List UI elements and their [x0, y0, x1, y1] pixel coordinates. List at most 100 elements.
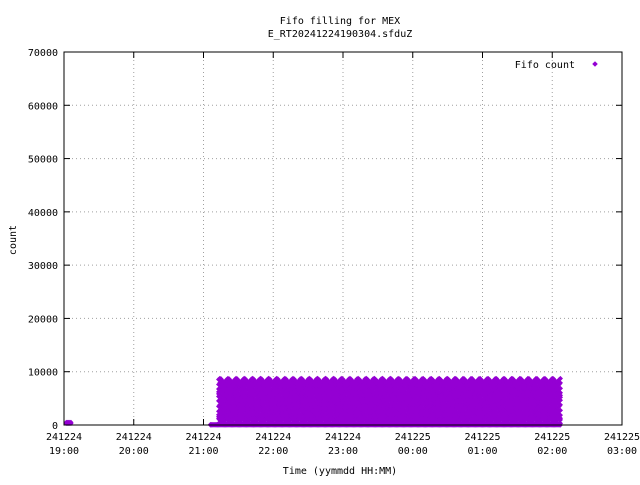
- data-point: [495, 377, 501, 383]
- data-point: [499, 382, 505, 388]
- data-point: [279, 378, 286, 384]
- data-point: [412, 412, 418, 418]
- data-point: [232, 381, 238, 387]
- x-tick-time: 03:00: [607, 446, 637, 457]
- data-point: [402, 404, 408, 410]
- y-tick-label: 70000: [28, 48, 58, 59]
- data-point: [533, 407, 539, 414]
- legend-label: Fifo count: [515, 60, 575, 71]
- data-point: [483, 404, 489, 410]
- data-point: [498, 378, 504, 384]
- y-tick-label: 60000: [28, 101, 58, 112]
- data-point: [217, 385, 223, 391]
- data-point: [314, 407, 321, 413]
- data-point: [442, 404, 448, 410]
- chart-subtitle: E_RT20241224190304.sfduZ: [268, 29, 413, 40]
- data-point: [252, 393, 258, 399]
- data-point: [329, 403, 336, 409]
- data-point: [547, 378, 553, 384]
- data-point: [448, 418, 454, 424]
- data-point: [391, 418, 397, 424]
- data-point: [557, 407, 563, 413]
- data-point: [527, 377, 533, 383]
- data-point: [302, 418, 308, 424]
- data-point: [515, 382, 522, 388]
- data-point: [541, 407, 547, 414]
- data-point: [379, 385, 386, 391]
- data-point: [260, 415, 266, 421]
- x-tick-time: 02:00: [537, 446, 567, 457]
- data-point: [298, 407, 304, 413]
- data-point: [556, 403, 562, 410]
- data-point: [540, 403, 546, 410]
- data-point: [227, 415, 233, 421]
- data-point: [454, 388, 460, 394]
- data-point: [370, 408, 376, 414]
- data-point: [326, 396, 332, 403]
- data-points: [63, 375, 563, 428]
- data-point: [510, 411, 516, 418]
- data-point: [267, 389, 273, 395]
- x-tick-time: 22:00: [258, 446, 288, 457]
- data-point: [506, 378, 512, 384]
- data-point: [511, 377, 517, 383]
- data-point: [377, 404, 383, 410]
- data-point: [355, 407, 361, 413]
- data-point: [501, 411, 508, 418]
- data-point: [488, 419, 494, 425]
- data-point: [413, 376, 419, 383]
- data-point: [481, 417, 487, 424]
- data-point: [495, 388, 501, 394]
- data-point: [396, 384, 402, 391]
- legend-marker: [592, 61, 598, 67]
- x-axis-label: Time (yymmdd HH:MM): [283, 466, 397, 477]
- data-point: [332, 376, 338, 382]
- data-point: [486, 377, 493, 383]
- data-point: [306, 407, 312, 413]
- data-point: [543, 377, 550, 383]
- data-point: [335, 400, 341, 407]
- data-point: [470, 388, 476, 394]
- data-point: [285, 418, 291, 425]
- data-point: [449, 400, 455, 406]
- data-point: [281, 381, 287, 387]
- data-point: [336, 404, 343, 410]
- data-point: [452, 380, 458, 387]
- data-point: [403, 381, 409, 387]
- data-point: [224, 403, 230, 409]
- data-point: [343, 400, 350, 406]
- data-point: [310, 397, 316, 403]
- data-point: [533, 385, 539, 392]
- data-point: [512, 419, 518, 425]
- data-point: [465, 400, 472, 406]
- data-point: [527, 388, 533, 394]
- data-point: [556, 381, 562, 388]
- data-point: [557, 402, 563, 408]
- data-point: [362, 408, 368, 414]
- data-point: [362, 381, 368, 387]
- data-point: [549, 385, 555, 392]
- data-point: [249, 385, 255, 391]
- data-point: [504, 392, 510, 398]
- data-point: [250, 411, 257, 417]
- data-point: [557, 397, 563, 403]
- data-point: [518, 411, 524, 417]
- data-point: [507, 404, 513, 410]
- data-point: [557, 412, 563, 418]
- data-point: [425, 379, 431, 385]
- data-point: [518, 389, 524, 395]
- data-point: [434, 382, 440, 388]
- data-point: [283, 389, 289, 395]
- data-point: [495, 415, 501, 421]
- data-point: [291, 376, 297, 382]
- data-point: [234, 376, 240, 382]
- data-point: [367, 418, 373, 424]
- data-point: [374, 392, 380, 399]
- data-point: [472, 417, 479, 424]
- data-point: [521, 396, 527, 402]
- data-point: [499, 404, 505, 410]
- data-point: [477, 384, 483, 390]
- legend: Fifo count: [515, 60, 598, 71]
- data-point: [454, 377, 460, 383]
- data-point: [397, 388, 403, 395]
